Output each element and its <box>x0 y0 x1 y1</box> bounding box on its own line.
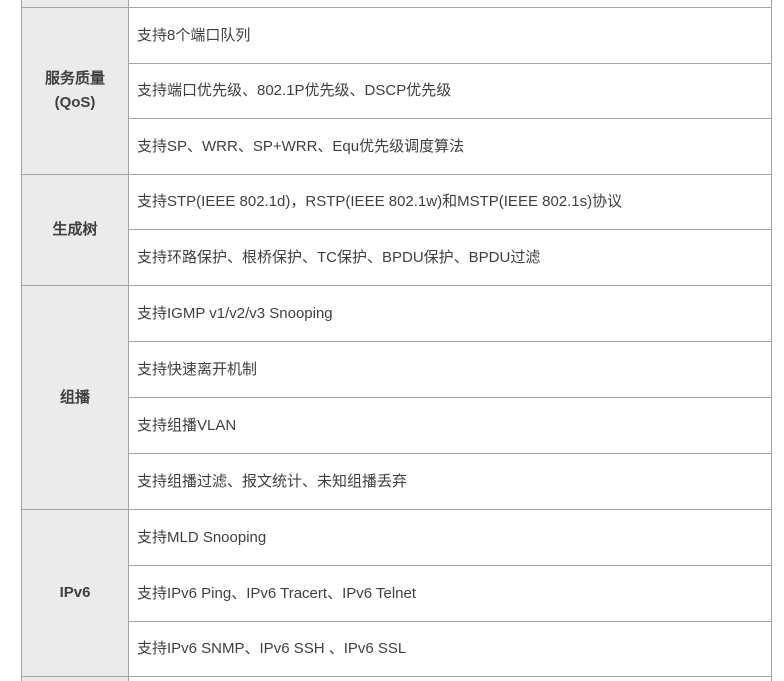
feature-cell: 支持IPv6 SNMP、IPv6 SSH 、IPv6 SSL <box>128 621 772 677</box>
category-label-spanning-tree: 生成树 <box>52 221 98 238</box>
table-row: 生成树 支持STP(IEEE 802.1d)，RSTP(IEEE 802.1w)… <box>21 174 772 286</box>
table-row: 组播 支持IGMP v1/v2/v3 Snooping <box>21 285 772 510</box>
table-row: 支持组播过滤、报文统计、未知组播丢弃 <box>22 453 772 510</box>
feature-cell: 支持组播过滤、报文统计、未知组播丢弃 <box>128 453 772 510</box>
feature-cell: 支持IPv6 Ping、IPv6 Tracert、IPv6 Telnet <box>128 565 772 622</box>
table-row: 支持环路保护、根桥保护、TC保护、BPDU保护、BPDU过滤 <box>22 229 772 286</box>
spec-table: 服务质量 (QoS) 支持8个端口队列 支持端口优先级、802.1P优先级、DS… <box>21 0 772 681</box>
table-row: 支持组播VLAN <box>22 397 772 454</box>
category-cell-partial <box>21 0 129 8</box>
table-row: 支持IPv6 Ping、IPv6 Tracert、IPv6 Telnet <box>22 565 772 622</box>
feature-cell: 支持8个端口队列 <box>128 7 772 64</box>
feature-cell: 支持MLD Snooping <box>128 509 772 566</box>
category-cell-multicast: 组播 <box>21 285 129 510</box>
category-label-qos: 服务质量 <box>44 70 105 87</box>
feature-cell: 支持SP、WRR、SP+WRR、Equ优先级调度算法 <box>128 118 772 175</box>
table-row: 支持快速离开机制 <box>22 341 772 398</box>
table-row: 服务质量 (QoS) 支持8个端口队列 <box>21 7 772 175</box>
table-row-partial-top <box>21 0 772 8</box>
feature-cell: 支持IGMP v1/v2/v3 Snooping <box>128 285 772 342</box>
feature-cell: 支持端口优先级、802.1P优先级、DSCP优先级 <box>128 63 772 119</box>
feature-cell: 支持组播VLAN <box>128 397 772 454</box>
table-row: 支持端口优先级、802.1P优先级、DSCP优先级 <box>22 63 772 119</box>
category-cell-partial <box>21 676 129 681</box>
category-label-ipv6: IPv6 <box>59 584 91 601</box>
feature-cell: 支持环路保护、根桥保护、TC保护、BPDU保护、BPDU过滤 <box>128 229 772 286</box>
category-label-multicast: 组播 <box>59 388 90 406</box>
feature-cell-partial <box>128 0 772 8</box>
table-row-partial-bottom <box>21 676 772 681</box>
table-row: 支持IPv6 SNMP、IPv6 SSH 、IPv6 SSL <box>22 621 772 677</box>
category-cell-ipv6: IPv6 <box>21 509 129 677</box>
feature-cell: 支持STP(IEEE 802.1d)，RSTP(IEEE 802.1w)和MST… <box>128 174 772 230</box>
category-sublabel-qos: (QoS) <box>54 94 96 111</box>
feature-cell: 支持快速离开机制 <box>128 341 772 398</box>
feature-cell-partial <box>128 676 772 681</box>
table-row: IPv6 支持MLD Snooping <box>21 509 772 677</box>
category-cell-qos: 服务质量 (QoS) <box>21 7 129 175</box>
category-cell-spanning-tree: 生成树 <box>21 174 129 286</box>
table-row: 支持SP、WRR、SP+WRR、Equ优先级调度算法 <box>22 118 772 175</box>
